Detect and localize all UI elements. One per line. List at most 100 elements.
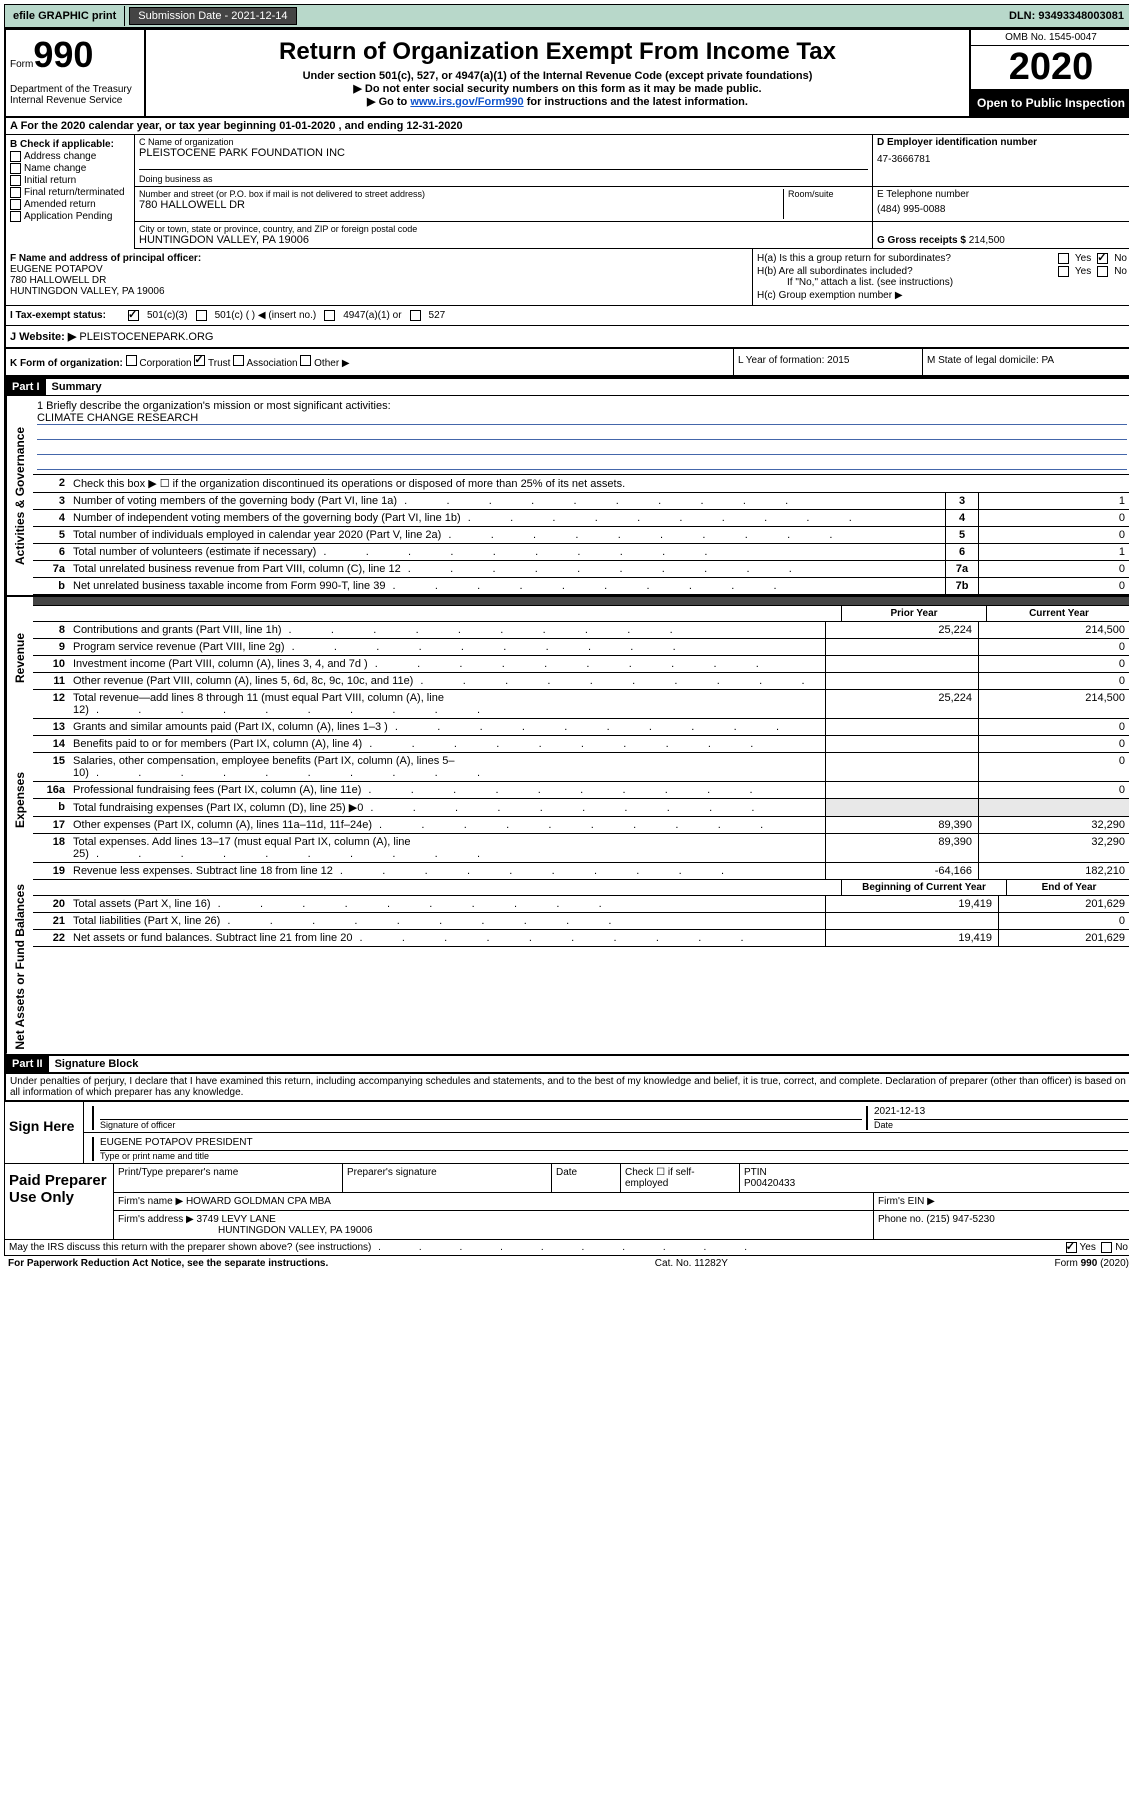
sub3-post: for instructions and the latest informat… <box>524 96 748 108</box>
penalties-text: Under penalties of perjury, I declare th… <box>6 1073 1129 1100</box>
chk-501c[interactable] <box>196 310 207 321</box>
gov-line: 5Total number of individuals employed in… <box>33 527 1129 544</box>
k-label: K Form of organization: <box>10 358 123 369</box>
gross-value: 214,500 <box>969 235 1005 246</box>
officer-addr1: 780 HALLOWELL DR <box>10 275 748 286</box>
ein-value: 47-3666781 <box>877 148 1127 171</box>
gov-line: 6Total number of volunteers (estimate if… <box>33 544 1129 561</box>
discuss-yes-chk[interactable] <box>1066 1242 1077 1253</box>
prep-ptin-cell: PTIN P00420433 <box>740 1164 1129 1192</box>
revenue-section: Revenue Prior Year Current Year 8Contrib… <box>6 597 1129 719</box>
mission-block: 1 Briefly describe the organization's mi… <box>33 396 1129 474</box>
hdr-prior-year: Prior Year <box>842 606 987 621</box>
chk-other[interactable] <box>300 355 311 366</box>
chk-corp[interactable] <box>126 355 137 366</box>
net-line: 22Net assets or fund balances. Subtract … <box>33 930 1129 947</box>
tax-status-row: I Tax-exempt status: 501(c)(3) 501(c) ( … <box>6 306 1129 326</box>
h-cell: H(a) Is this a group return for subordin… <box>753 249 1129 305</box>
ptin-label: PTIN <box>744 1167 1128 1178</box>
chk-label: Application Pending <box>24 211 112 222</box>
gov-line: 3Number of voting members of the governi… <box>33 493 1129 510</box>
part2-title: Signature Block <box>49 1056 145 1072</box>
preparer-left-label: Paid Preparer Use Only <box>5 1164 114 1239</box>
tax-year: 2020 <box>971 46 1129 90</box>
hb-label: H(b) Are all subordinates included? <box>757 266 1052 277</box>
sig-officer-label: Signature of officer <box>100 1119 862 1130</box>
yes-label: Yes <box>1075 253 1091 264</box>
sub3-pre: ▶ Go to <box>367 96 410 108</box>
ptin-value: P00420433 <box>744 1178 1128 1189</box>
part1-badge: Part I <box>6 379 46 395</box>
preparer-section: Paid Preparer Use Only Print/Type prepar… <box>4 1164 1129 1240</box>
ein-cell: D Employer identification number 47-3666… <box>873 135 1129 186</box>
gov-line: 4Number of independent voting members of… <box>33 510 1129 527</box>
right-header-cell: OMB No. 1545-0047 2020 Open to Public In… <box>969 30 1129 116</box>
firm-name-label: Firm's name ▶ <box>118 1196 183 1207</box>
officer-h-row: F Name and address of principal officer:… <box>6 249 1129 306</box>
hc-label: H(c) Group exemption number ▶ <box>757 290 1127 301</box>
opt-assoc: Association <box>246 358 297 369</box>
form-title: Return of Organization Exempt From Incom… <box>150 38 965 66</box>
part1-title: Summary <box>46 379 108 395</box>
expenses-section: Expenses 13Grants and similar amounts pa… <box>6 719 1129 880</box>
form-container: Form990 Department of the Treasury Inter… <box>4 28 1129 1102</box>
rev-line: 8Contributions and grants (Part VIII, li… <box>33 622 1129 639</box>
form-footer-label: Form 990 (2020) <box>1055 1258 1129 1269</box>
org-name-cell: C Name of organization PLEISTOCENE PARK … <box>135 135 873 186</box>
submission-date-btn[interactable]: Submission Date - 2021-12-14 <box>129 7 296 25</box>
dln-label: DLN: 93493348003081 <box>1001 6 1129 26</box>
vlabel-revenue: Revenue <box>6 597 33 719</box>
ha-no-chk[interactable] <box>1097 253 1108 264</box>
chk-label: Name change <box>24 163 86 174</box>
exp-line: 18Total expenses. Add lines 13–17 (must … <box>33 834 1129 863</box>
chk-4947[interactable] <box>324 310 335 321</box>
501c3-label: 501(c)(3) <box>147 310 188 321</box>
officer-label: F Name and address of principal officer: <box>10 253 748 264</box>
omb-label: OMB No. 1545-0047 <box>971 30 1129 46</box>
netassets-section: Net Assets or Fund Balances Beginning of… <box>6 880 1129 1056</box>
sign-here-label: Sign Here <box>5 1102 84 1163</box>
i-label: I Tax-exempt status: <box>10 310 120 321</box>
org-name-label: C Name of organization <box>139 137 868 147</box>
chk-label: Final return/terminated <box>24 187 125 198</box>
chk-application-pending[interactable]: Application Pending <box>10 211 130 222</box>
ha-yes-chk[interactable] <box>1058 253 1069 264</box>
chk-address-change[interactable]: Address change <box>10 151 130 162</box>
sig-date-label: Date <box>874 1119 1128 1130</box>
line1-label: 1 Briefly describe the organization's mi… <box>37 400 1127 412</box>
discuss-row: May the IRS discuss this return with the… <box>4 1240 1129 1256</box>
chk-527[interactable] <box>410 310 421 321</box>
chk-label: Amended return <box>24 199 96 210</box>
open-inspection-badge: Open to Public Inspection <box>971 90 1129 116</box>
sign-section: Sign Here Signature of officer 2021-12-1… <box>4 1102 1129 1164</box>
firm-addr1: 3749 LEVY LANE <box>197 1214 276 1225</box>
rev-line: 9Program service revenue (Part VIII, lin… <box>33 639 1129 656</box>
form990-link[interactable]: www.irs.gov/Form990 <box>410 96 523 108</box>
addr-label: Number and street (or P.O. box if mail i… <box>139 189 783 199</box>
tel-label: E Telephone number <box>877 189 1127 200</box>
exp-line: bTotal fundraising expenses (Part IX, co… <box>33 799 1129 817</box>
gross-cell: G Gross receipts $ 214,500 <box>873 222 1129 248</box>
room-label: Room/suite <box>788 189 868 199</box>
website-value: PLEISTOCENEPARK.ORG <box>79 331 213 343</box>
hb-yes-chk[interactable] <box>1058 266 1069 277</box>
firm-name: HOWARD GOLDMAN CPA MBA <box>186 1196 331 1207</box>
website-row: J Website: ▶ PLEISTOCENEPARK.ORG <box>6 326 1129 349</box>
part1-header-row: Part I Summary <box>6 377 1129 396</box>
hb-no-chk[interactable] <box>1097 266 1108 277</box>
chk-initial-return[interactable]: Initial return <box>10 175 130 186</box>
efile-label[interactable]: efile GRAPHIC print <box>5 6 125 26</box>
discuss-no-chk[interactable] <box>1101 1242 1112 1253</box>
chk-name-change[interactable]: Name change <box>10 163 130 174</box>
exp-line: 19Revenue less expenses. Subtract line 1… <box>33 863 1129 880</box>
chk-final-return[interactable]: Final return/terminated <box>10 187 130 198</box>
sig-officer-field[interactable]: Signature of officer <box>92 1106 862 1130</box>
chk-assoc[interactable] <box>233 355 244 366</box>
chk-501c3[interactable] <box>128 310 139 321</box>
hb-note: If "No," attach a list. (see instruction… <box>757 277 1127 288</box>
firm-phone-cell: Phone no. (215) 947-5230 <box>874 1211 1129 1239</box>
chk-amended-return[interactable]: Amended return <box>10 199 130 210</box>
chk-trust[interactable] <box>194 355 205 366</box>
org-name: PLEISTOCENE PARK FOUNDATION INC <box>139 147 868 159</box>
firm-name-cell: Firm's name ▶ HOWARD GOLDMAN CPA MBA <box>114 1193 874 1210</box>
